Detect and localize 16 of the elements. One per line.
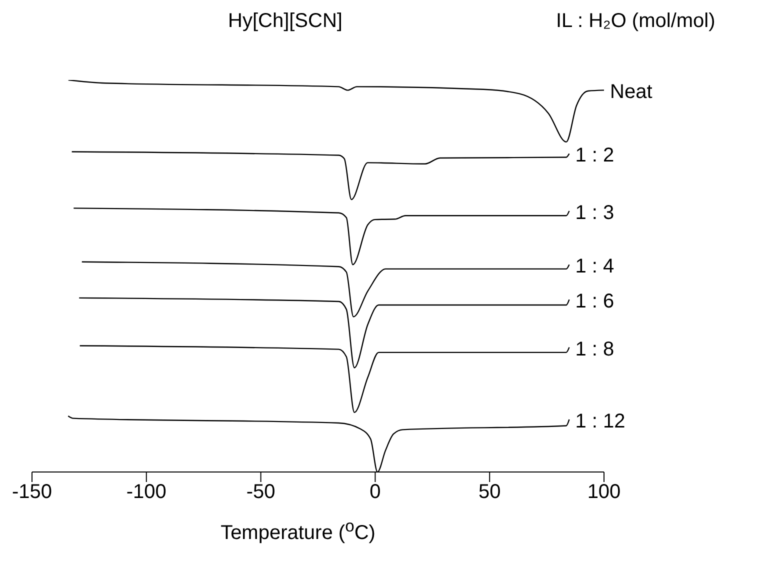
x-tick-label: 50 xyxy=(478,481,501,504)
series-label: 1 : 2 xyxy=(575,144,614,167)
series-label: Neat xyxy=(610,81,653,104)
x-tick-label: 0 xyxy=(370,481,381,504)
series-label: 1 : 6 xyxy=(575,290,614,313)
series-label: 1 : 8 xyxy=(575,338,614,360)
x-tick-label: -100 xyxy=(126,481,166,504)
series-label: 1 : 4 xyxy=(575,256,614,278)
chart-title: Hy[Ch][SCN] xyxy=(228,10,342,32)
x-tick-label: -50 xyxy=(246,481,276,504)
x-tick-label: 100 xyxy=(587,481,621,504)
series-label: 1 : 12 xyxy=(575,410,626,432)
x-tick-label: -150 xyxy=(12,481,52,504)
series-label: 1 : 3 xyxy=(575,202,614,224)
legend-title: IL : H₂O (mol/mol) xyxy=(556,10,716,32)
x-axis-title: Temperature ($^{o}$C) xyxy=(220,516,376,544)
